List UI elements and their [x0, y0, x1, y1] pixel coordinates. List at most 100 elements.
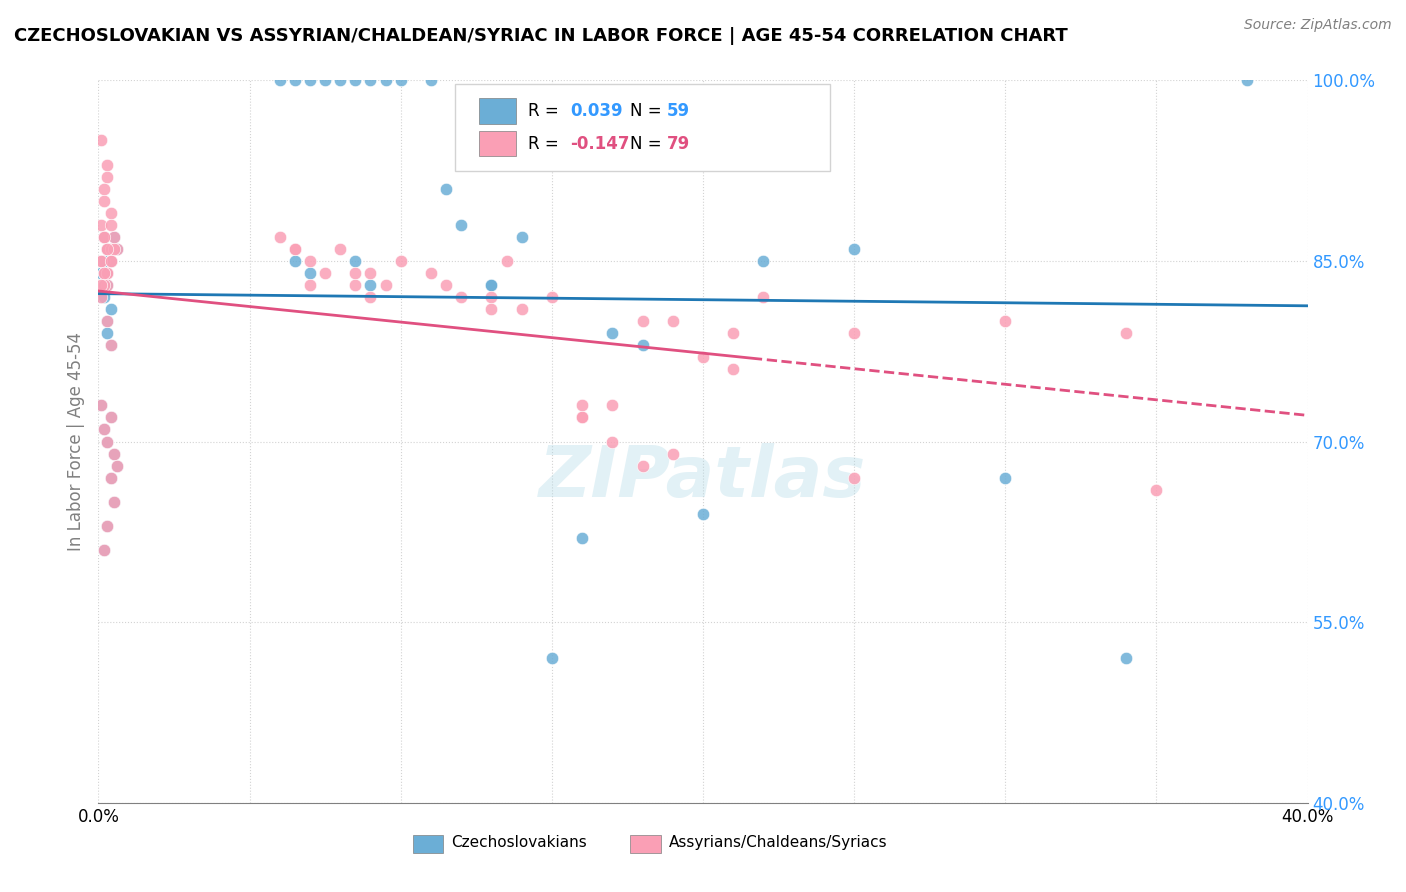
Point: [96, 266, 118, 280]
Point: [571, 531, 593, 545]
Text: N =: N =: [630, 135, 668, 153]
Point: [284, 73, 307, 87]
Point: [90, 218, 112, 232]
Point: [481, 277, 503, 292]
FancyBboxPatch shape: [456, 84, 830, 170]
Point: [495, 253, 517, 268]
Point: [752, 253, 775, 268]
Point: [571, 398, 593, 412]
Point: [90, 290, 112, 304]
Point: [284, 253, 307, 268]
Point: [90, 398, 112, 412]
Point: [661, 446, 683, 460]
Point: [96, 518, 118, 533]
Point: [96, 242, 118, 256]
Point: [510, 301, 533, 316]
Point: [844, 242, 866, 256]
Point: [994, 314, 1017, 328]
Point: [96, 314, 118, 328]
Point: [90, 253, 112, 268]
Text: R =: R =: [527, 103, 564, 120]
Point: [90, 398, 112, 412]
Point: [434, 181, 457, 195]
Point: [103, 494, 125, 508]
Point: [93, 229, 115, 244]
Point: [1115, 326, 1137, 340]
Point: [420, 266, 443, 280]
Point: [100, 410, 122, 425]
Text: R =: R =: [527, 135, 564, 153]
Point: [90, 266, 112, 280]
Text: 0.039: 0.039: [569, 103, 623, 120]
Point: [93, 542, 115, 557]
Point: [752, 290, 775, 304]
Point: [105, 458, 128, 473]
Point: [844, 470, 866, 484]
Point: [103, 446, 125, 460]
Point: [100, 205, 122, 219]
Point: [105, 242, 128, 256]
Point: [96, 326, 118, 340]
Point: [100, 470, 122, 484]
Point: [602, 326, 624, 340]
Point: [344, 73, 367, 87]
Point: [96, 242, 118, 256]
Point: [90, 290, 112, 304]
Point: [90, 277, 112, 292]
Text: ZIPatlas: ZIPatlas: [540, 443, 866, 512]
Point: [96, 266, 118, 280]
FancyBboxPatch shape: [413, 835, 443, 854]
Point: [540, 290, 562, 304]
Point: [90, 253, 112, 268]
Point: [374, 73, 396, 87]
Point: [314, 73, 336, 87]
Point: [631, 458, 654, 473]
Text: -0.147: -0.147: [569, 135, 630, 153]
Point: [389, 253, 412, 268]
Point: [329, 242, 352, 256]
Point: [103, 446, 125, 460]
Point: [96, 169, 118, 184]
Point: [100, 253, 122, 268]
Point: [105, 242, 128, 256]
Point: [360, 277, 382, 292]
Point: [96, 518, 118, 533]
Point: [269, 229, 291, 244]
Point: [93, 253, 115, 268]
Point: [723, 326, 745, 340]
Point: [96, 242, 118, 256]
Point: [100, 410, 122, 425]
Point: [96, 434, 118, 449]
Point: [314, 266, 336, 280]
Point: [93, 266, 115, 280]
Point: [93, 229, 115, 244]
Point: [344, 277, 367, 292]
Point: [93, 422, 115, 436]
Point: [93, 277, 115, 292]
Point: [100, 470, 122, 484]
Point: [420, 73, 443, 87]
Point: [90, 253, 112, 268]
Point: [571, 410, 593, 425]
Point: [96, 266, 118, 280]
Point: [96, 434, 118, 449]
Point: [344, 266, 367, 280]
Point: [1115, 651, 1137, 665]
Point: [100, 301, 122, 316]
Point: [96, 314, 118, 328]
Point: [602, 434, 624, 449]
Point: [360, 266, 382, 280]
Point: [374, 277, 396, 292]
Point: [93, 181, 115, 195]
Point: [299, 253, 322, 268]
Point: [90, 133, 112, 147]
Point: [450, 218, 472, 232]
Point: [100, 218, 122, 232]
Point: [100, 253, 122, 268]
Point: [103, 229, 125, 244]
Point: [103, 494, 125, 508]
Point: [93, 266, 115, 280]
Point: [93, 290, 115, 304]
Point: [631, 314, 654, 328]
Point: [360, 73, 382, 87]
